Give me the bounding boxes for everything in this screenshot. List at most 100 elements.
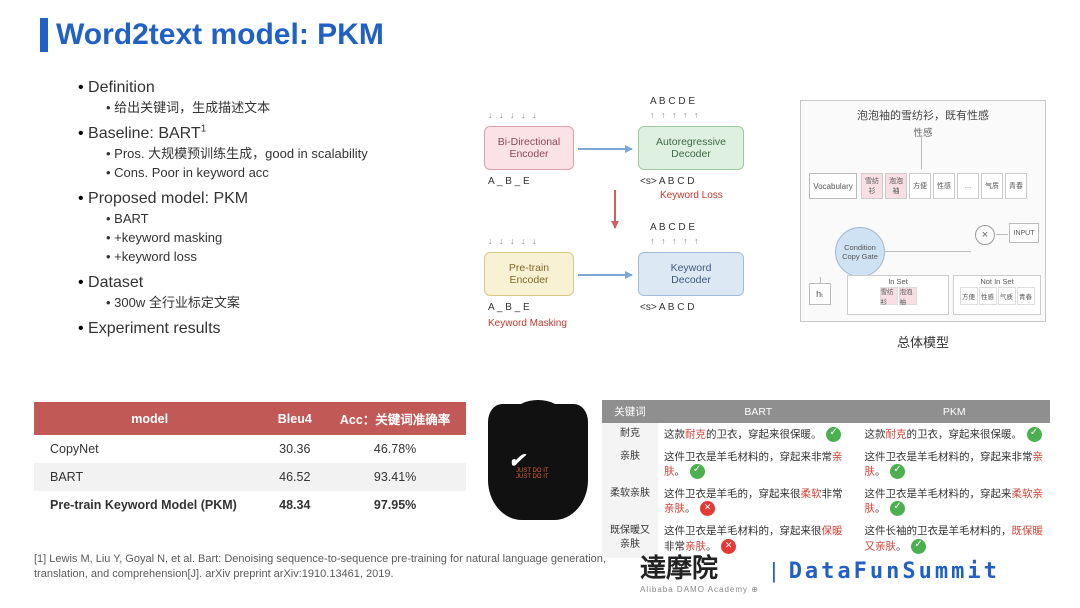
encoder-in-arrows: ↓ ↓ ↓ ↓ ↓ (488, 110, 539, 120)
not-set-tag: 性感 (979, 287, 997, 305)
cross-icon (700, 501, 715, 516)
in-set-title: In Set (848, 276, 948, 287)
box-pretrain-encoder: Pre-train Encoder (484, 252, 574, 296)
line-mult-input (996, 234, 1008, 235)
bullet-list: Definition 给出关键词，生成描述文本 Baseline: BART1 … (0, 58, 440, 340)
bullet-definition-sub: 给出关键词，生成描述文本 (78, 99, 440, 118)
not-set-tag: 方便 (960, 287, 978, 305)
vocab-tag: 方便 (909, 173, 931, 199)
damo-text: 達摩院 (640, 554, 718, 583)
bullet-dataset: Dataset (78, 271, 440, 294)
results-row: BART46.5293.41% (34, 463, 466, 491)
footer-separator: | (771, 558, 777, 584)
cmp-th-kw: 关键词 (602, 400, 658, 423)
overall-caption: 总体模型 (800, 332, 1046, 351)
results-th-bleu: Bleu4 (265, 402, 324, 435)
check-icon (890, 464, 905, 479)
arrow-enc-dec-top (578, 148, 632, 150)
bullet-proposed-c: +keyword loss (78, 248, 440, 267)
decoder-out-letters: A B C D E (650, 96, 695, 107)
title-accent-bar (40, 18, 48, 52)
copy-gate: Condition Copy Gate (835, 227, 885, 277)
in-set-tag: 泡泡袖 (899, 287, 917, 305)
in-set-box: In Set 雪纺衫 泡泡袖 (847, 275, 949, 315)
label-keyword-masking: Keyword Masking (488, 318, 567, 329)
cmp-kw: 耐克 (602, 423, 658, 446)
decoder-out-arrows: ↑ ↑ ↑ ↑ ↑ (650, 110, 701, 120)
overall-model-panel: 泡泡袖的雪纺衫，既有性感 性感 Vocabulary 雪纺衫 泡泡袖 方便 性感… (800, 100, 1046, 322)
citation-text: [1] Lewis M, Liu Y, Goyal N, et al. Bart… (34, 552, 634, 582)
line-copy-mult (885, 251, 971, 252)
results-row-bold: Pre-train Keyword Model (PKM)48.3497.95% (34, 491, 466, 519)
bullet-baseline: Baseline: BART1 (78, 122, 440, 145)
check-icon (690, 464, 705, 479)
bullet-dataset-sub: 300w 全行业标定文案 (78, 294, 440, 313)
vocab-tag: 青春 (1005, 173, 1027, 199)
vocab-tag: … (957, 173, 979, 199)
vocab-box: Vocabulary (809, 173, 857, 199)
results-th-acc: Acc：关键词准确率 (324, 402, 466, 435)
bullet-proposed-a: BART (78, 210, 440, 229)
not-in-set-box: Not In Set 方便 性感 气质 青春 (953, 275, 1041, 315)
bullet-experiment: Experiment results (78, 317, 440, 340)
bullet-baseline-cons: Cons. Poor in keyword acc (78, 164, 440, 183)
arrow-enc-dec-bottom (578, 274, 632, 276)
not-set-tag: 青春 (1017, 287, 1035, 305)
results-row: CopyNet30.3646.78% (34, 435, 466, 463)
cmp-pkm: 这件卫衣是羊毛材料的，穿起来柔软亲肤。 (858, 483, 1050, 520)
cmp-pkm: 这款耐克的卫衣，穿起来很保暖。 (858, 423, 1050, 446)
damo-sub: Alibaba DAMO Academy ⊕ (640, 585, 759, 594)
box-keyword-decoder: Keyword Decoder (638, 252, 744, 296)
decoder-in-letters: <s> A B C D (640, 176, 694, 187)
cmp-row: 亲肤这件卫衣是羊毛材料的，穿起来非常亲肤。 这件卫衣是羊毛材料的，穿起来非常亲肤… (602, 446, 1050, 483)
vocab-tag: 气质 (981, 173, 1003, 199)
kw-out-letters: A B C D E (650, 222, 695, 233)
kw-out-arrows: ↑ ↑ ↑ ↑ ↑ (650, 236, 701, 246)
slide-title: Word2text model: PKM (56, 18, 384, 52)
vocab-tag: 雪纺衫 (861, 173, 883, 199)
vocab-tags: 雪纺衫 泡泡袖 方便 性感 … 气质 青春 (861, 173, 1027, 199)
hoodie-icon: ✔ JUST DO ITJUST DO IT (488, 404, 588, 520)
cmp-row: 柔软亲肤这件卫衣是羊毛的，穿起来很柔软非常亲肤。 这件卫衣是羊毛材料的，穿起来柔… (602, 483, 1050, 520)
encoder-in-letters: A _ B _ E (488, 176, 530, 187)
bullet-proposed: Proposed model: PKM (78, 187, 440, 210)
bullet-proposed-b: +keyword masking (78, 229, 440, 248)
panel-sub: 性感 (801, 125, 1045, 139)
results-table: model Bleu4 Acc：关键词准确率 CopyNet30.3646.78… (34, 402, 466, 519)
cmp-kw: 亲肤 (602, 446, 658, 483)
box-bi-encoder: Bi-Directional Encoder (484, 126, 574, 170)
results-th-model: model (34, 402, 265, 435)
check-icon (1027, 427, 1042, 442)
cmp-pkm: 这件卫衣是羊毛材料的，穿起来非常亲肤。 (858, 446, 1050, 483)
hoodie-text: JUST DO ITJUST DO IT (516, 468, 549, 480)
multiply-node: × (975, 225, 995, 245)
cmp-bart: 这款耐克的卫衣，穿起来很保暖。 (658, 423, 858, 446)
vocab-tag: 性感 (933, 173, 955, 199)
check-icon (890, 501, 905, 516)
footer: 達摩院 Alibaba DAMO Academy ⊕ | DataFunSumm… (640, 548, 1000, 594)
cmp-th-pkm: PKM (858, 400, 1050, 423)
datafunsummit-logo: DataFunSummit (789, 559, 1000, 584)
input-box: INPUT (1009, 223, 1039, 243)
panel-title: 泡泡袖的雪纺衫，既有性感 (801, 107, 1045, 123)
slide-title-bar: Word2text model: PKM (0, 0, 1080, 58)
box-auto-decoder: Autoregressive Decoder (638, 126, 744, 170)
bullet-baseline-pros: Pros. 大规模预训练生成，good in scalability (78, 145, 440, 164)
kw-in-letters: <s> A B C D (640, 302, 694, 313)
vocab-tag: 泡泡袖 (885, 173, 907, 199)
label-keyword-loss: Keyword Loss (660, 190, 723, 201)
panel-divider (921, 135, 922, 169)
pre-in-letters: A _ B _ E (488, 302, 530, 313)
cmp-th-bart: BART (658, 400, 858, 423)
check-icon (826, 427, 841, 442)
not-in-set-title: Not In Set (954, 276, 1040, 287)
arrow-down-red (614, 190, 616, 228)
cmp-row: 耐克这款耐克的卫衣，穿起来很保暖。 这款耐克的卫衣，穿起来很保暖。 (602, 423, 1050, 446)
cmp-bart: 这件卫衣是羊毛的，穿起来很柔软非常亲肤。 (658, 483, 858, 520)
comparison-table: 关键词 BART PKM 耐克这款耐克的卫衣，穿起来很保暖。 这款耐克的卫衣，穿… (602, 400, 1050, 558)
ht-box: hₜ (809, 283, 831, 305)
product-image: ✔ JUST DO ITJUST DO IT (488, 404, 588, 520)
not-set-tag: 气质 (998, 287, 1016, 305)
pre-in-arrows: ↓ ↓ ↓ ↓ ↓ (488, 236, 539, 246)
cmp-kw: 柔软亲肤 (602, 483, 658, 520)
